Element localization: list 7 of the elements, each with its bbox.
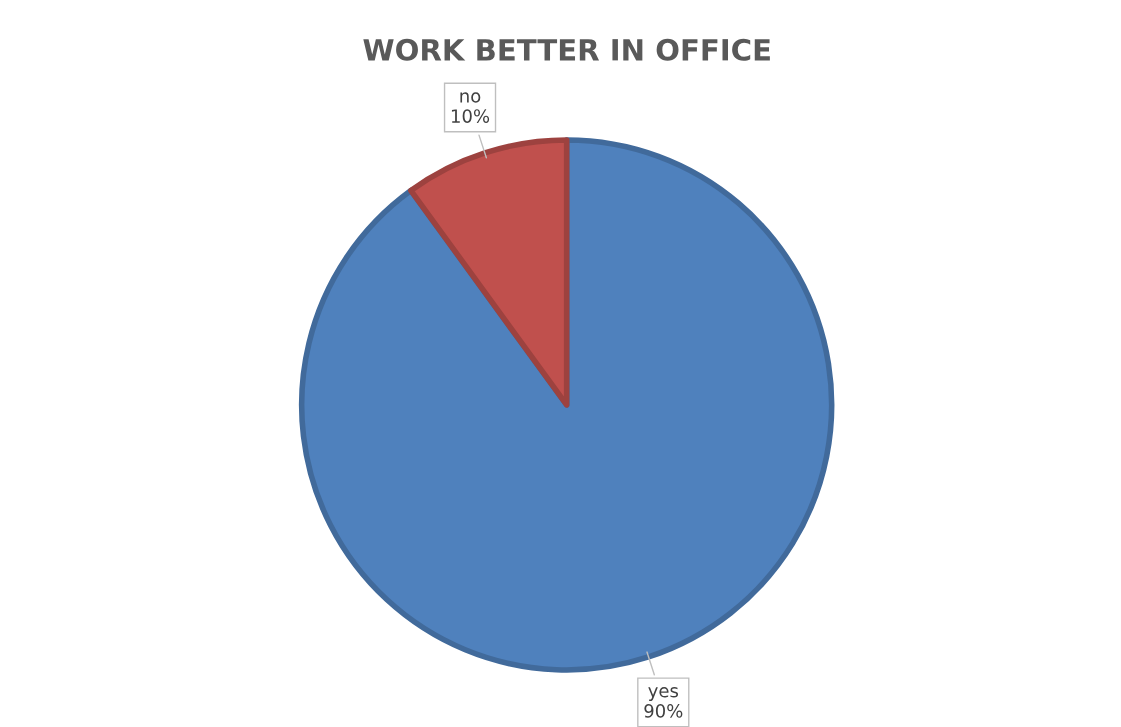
pie-slice bbox=[408, 137, 570, 408]
data-label: 10% bbox=[451, 109, 490, 123]
data-label: 90% bbox=[644, 704, 683, 718]
chart-title: WORK BETTER IN OFFICE bbox=[363, 38, 770, 61]
pie-slice bbox=[298, 137, 835, 673]
slice-label: yes bbox=[648, 687, 679, 701]
slice-label: no bbox=[460, 92, 481, 103]
